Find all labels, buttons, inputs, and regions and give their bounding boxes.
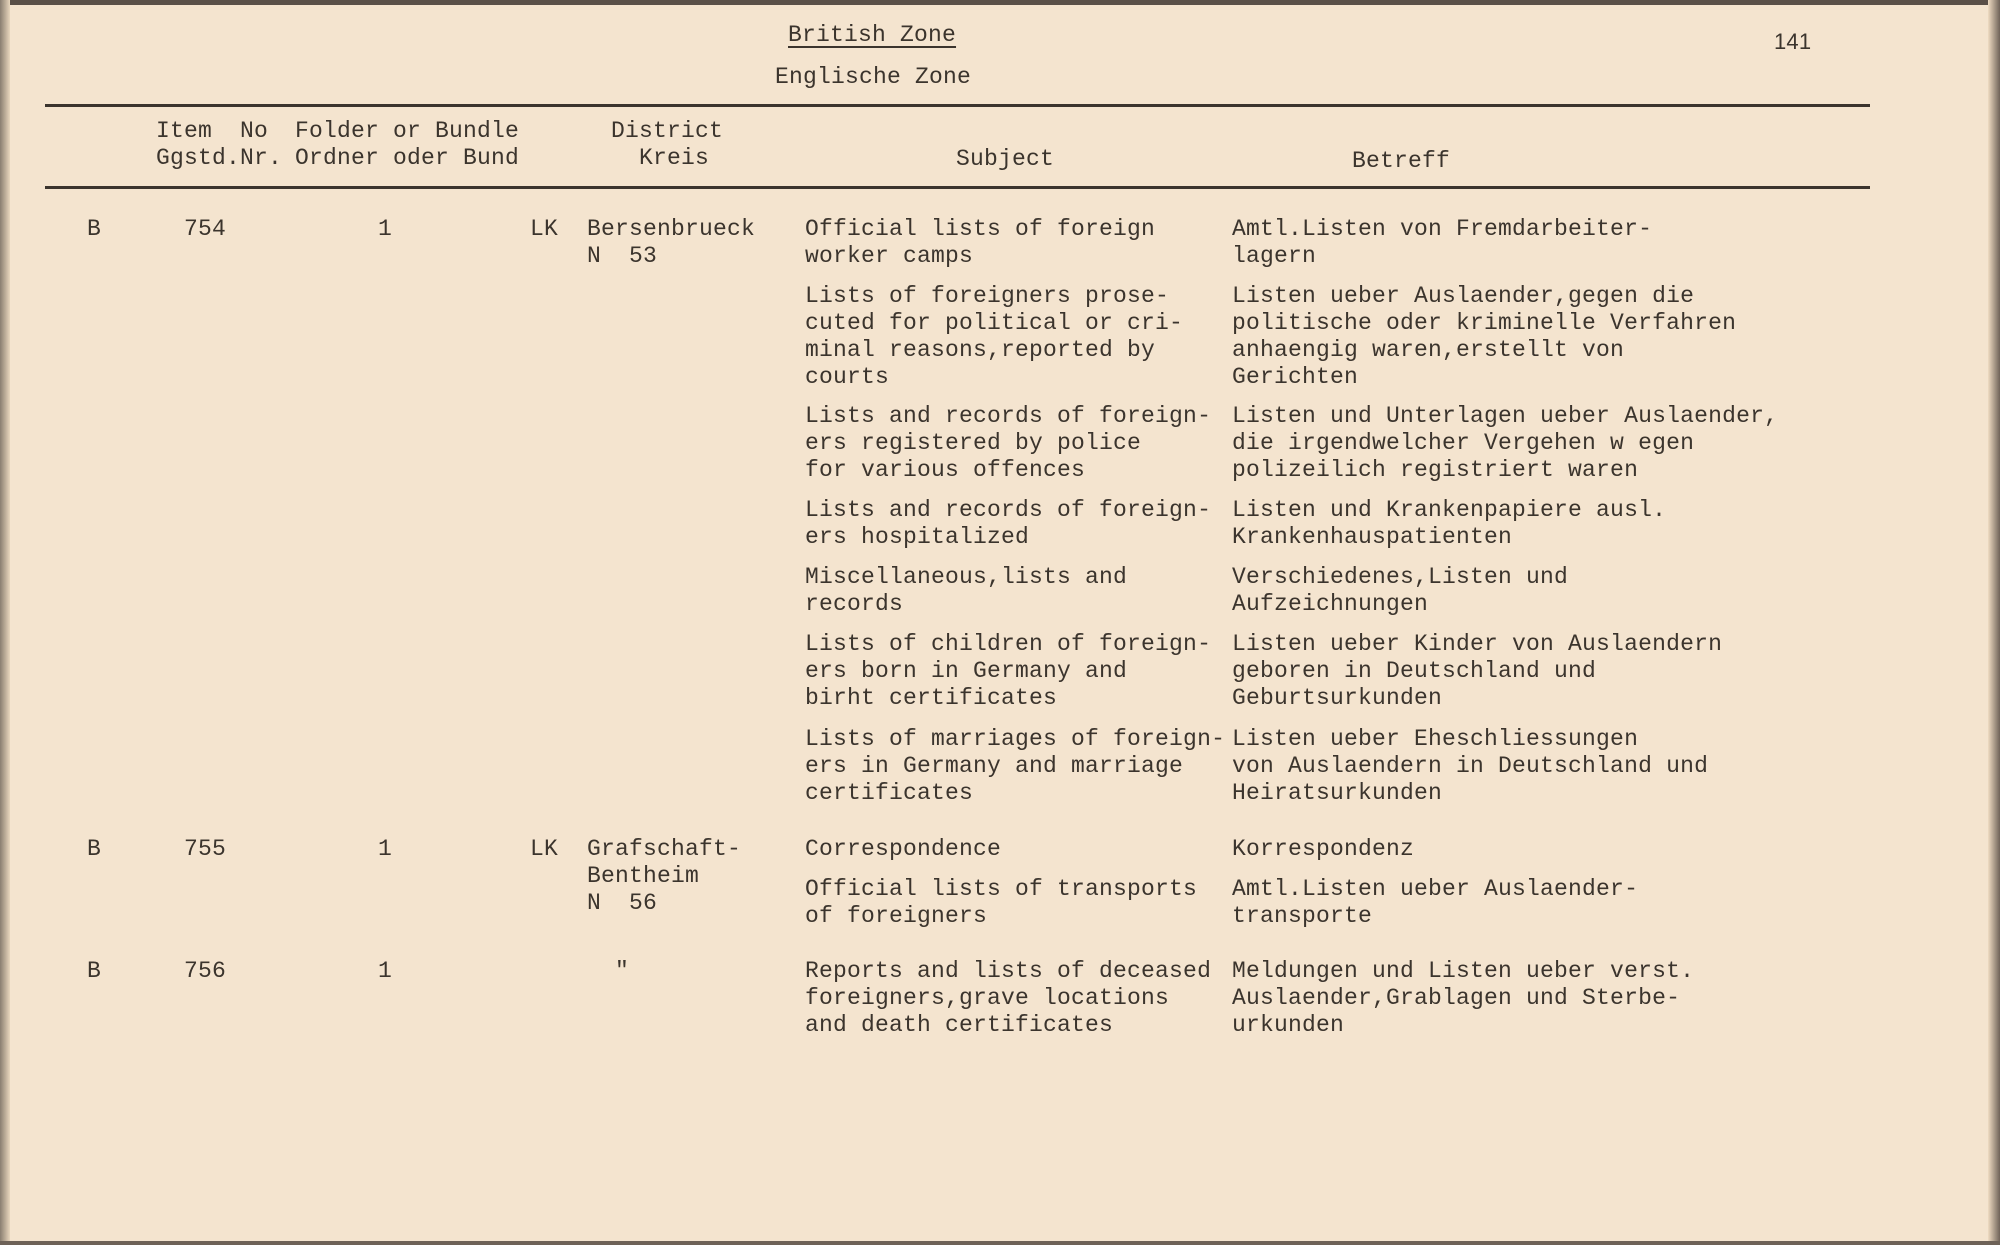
district-type: LK — [530, 216, 559, 242]
betreff-text: Listen ueber Eheschliessungen von Auslae… — [1232, 726, 1709, 806]
subject-text: Lists of marriages of foreign- ers in Ge… — [805, 726, 1226, 806]
folder-number: 1 — [378, 836, 393, 862]
column-header-item: Item No Ggstd.Nr. — [156, 118, 283, 171]
column-header-district: District Kreis — [611, 118, 724, 171]
zone-code: B — [87, 958, 102, 984]
betreff-text: Verschiedenes,Listen und Aufzeichnungen — [1232, 564, 1569, 617]
subject-text: Lists of foreigners prose- cuted for pol… — [805, 283, 1184, 390]
column-header-betreff: Betreff — [1352, 148, 1451, 174]
zone-code: B — [87, 216, 102, 242]
subject-text: Lists of children of foreign- ers born i… — [805, 631, 1212, 711]
subject-text: Official lists of foreign worker camps — [805, 216, 1156, 269]
item-number: 754 — [184, 216, 227, 242]
column-header-subject: Subject — [956, 146, 1055, 172]
item-number: 755 — [184, 836, 227, 862]
district-name: Bersenbrueck N 53 — [587, 216, 756, 269]
column-header-folder: Folder or Bundle Ordner oder Bund — [295, 118, 520, 171]
subject-text: Miscellaneous,lists and records — [805, 564, 1128, 617]
betreff-text: Listen ueber Auslaender,gegen die politi… — [1232, 283, 1737, 390]
subject-text: Official lists of transports of foreigne… — [805, 876, 1198, 929]
betreff-text: Korrespondenz — [1232, 836, 1415, 862]
page-edge-bottom — [0, 1241, 2000, 1245]
district-name: " — [615, 958, 630, 984]
betreff-text: Meldungen und Listen ueber verst. Auslae… — [1232, 958, 1695, 1038]
folder-number: 1 — [378, 958, 393, 984]
folder-number: 1 — [378, 216, 393, 242]
page-title: British Zone — [788, 22, 957, 48]
item-number: 756 — [184, 958, 227, 984]
subject-text: Lists and records of foreign- ers hospit… — [805, 497, 1212, 550]
page-number: 141 — [1774, 29, 1812, 54]
district-type: LK — [530, 836, 559, 862]
subject-text: Correspondence — [805, 836, 1002, 862]
betreff-text: Amtl.Listen ueber Auslaender- transporte — [1232, 876, 1639, 929]
page-subtitle: Englische Zone — [775, 64, 972, 90]
header-rule-top — [45, 104, 1870, 107]
zone-code: B — [87, 836, 102, 862]
subject-text: Reports and lists of deceased foreigners… — [805, 958, 1212, 1038]
betreff-text: Listen ueber Kinder von Auslaendern gebo… — [1232, 631, 1723, 711]
header-rule-bottom — [45, 186, 1870, 189]
betreff-text: Listen und Unterlagen ueber Auslaender, … — [1232, 403, 1779, 483]
betreff-text: Amtl.Listen von Fremdarbeiter- lagern — [1232, 216, 1653, 269]
page-edge-left — [0, 0, 10, 1245]
page-edge-right — [1988, 0, 2000, 1245]
district-name: Grafschaft- Bentheim N 56 — [587, 836, 742, 916]
subject-text: Lists and records of foreign- ers regist… — [805, 403, 1212, 483]
betreff-text: Listen und Krankenpapiere ausl. Krankenh… — [1232, 497, 1667, 550]
page-edge-top — [0, 0, 2000, 5]
